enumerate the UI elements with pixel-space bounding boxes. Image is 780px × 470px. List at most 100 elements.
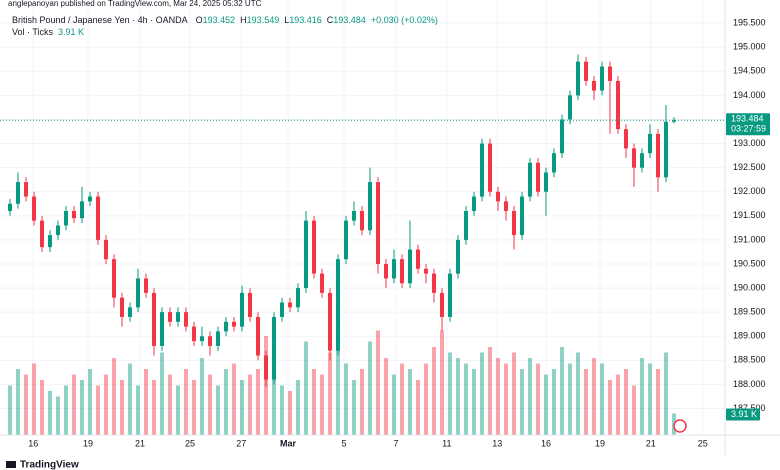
volume-bar <box>592 358 596 435</box>
candle-body <box>472 196 476 211</box>
volume-bar <box>200 358 204 435</box>
volume-bar <box>304 341 308 435</box>
volume-bar <box>272 347 276 435</box>
countdown: 03:27:59 <box>731 124 766 134</box>
volume-bar <box>240 380 244 435</box>
volume-bar <box>152 380 156 435</box>
volume-bar <box>536 363 540 435</box>
volume-bar <box>176 385 180 435</box>
candle-body <box>544 172 548 192</box>
candle-body <box>584 61 588 81</box>
candle-body <box>336 259 340 351</box>
candle-body <box>672 120 676 122</box>
candle-body <box>128 307 132 317</box>
volume-bar <box>440 330 444 435</box>
candle-layer <box>8 54 676 387</box>
candle-body <box>80 201 84 219</box>
candle-body <box>360 210 364 231</box>
y-tick-label: 194.000 <box>733 90 766 100</box>
y-tick-label: 195.500 <box>733 17 766 27</box>
volume-bar <box>560 347 564 435</box>
volume-bar <box>112 358 116 435</box>
volume-bar <box>512 352 516 435</box>
candle-body <box>592 80 596 91</box>
volume-bar <box>56 396 60 435</box>
candle-body <box>144 278 148 293</box>
volume-bar <box>360 369 364 435</box>
volume-bar <box>80 380 84 435</box>
x-tick-label: 13 <box>492 438 502 448</box>
candle-body <box>328 292 332 351</box>
candle-body <box>488 143 492 192</box>
candle-body <box>48 235 52 248</box>
candle-body <box>528 162 532 197</box>
x-tick-label: 16 <box>28 438 38 448</box>
volume-bar <box>256 369 260 435</box>
candle-body <box>168 312 172 322</box>
volume-bar <box>368 341 372 435</box>
volume-bar <box>224 369 228 435</box>
candle-body <box>304 220 308 289</box>
volume-bar <box>352 380 356 435</box>
volume-layer <box>8 330 676 435</box>
candle-body <box>104 239 108 260</box>
volume-bar <box>640 358 644 435</box>
volume-bar <box>416 380 420 435</box>
volume-bar <box>336 347 340 435</box>
candle-body <box>56 225 60 236</box>
volume-bar <box>40 380 44 435</box>
volume-bar <box>616 374 620 435</box>
volume-bar <box>296 380 300 435</box>
footer-logo: TradingView <box>6 460 79 470</box>
candle-body <box>152 292 156 346</box>
ohlc-value: 193.452 <box>203 15 236 25</box>
candle-body <box>136 278 140 308</box>
candle-body <box>352 210 356 221</box>
volume-bar <box>288 391 292 435</box>
candle-body <box>416 249 420 269</box>
volume-bar <box>216 385 220 435</box>
candle-body <box>576 61 580 96</box>
y-tick-label: 190.500 <box>733 258 766 268</box>
x-tick-label: 21 <box>135 438 145 448</box>
volume-bar <box>656 369 660 435</box>
candle-body <box>408 249 412 284</box>
y-tick-label: 190.000 <box>733 282 766 292</box>
candle-body <box>264 355 268 380</box>
volume-bar <box>392 374 396 435</box>
x-tick-label: 25 <box>698 438 708 448</box>
symbol-line: British Pound / Japanese Yen · 4h · OAND… <box>12 15 438 25</box>
y-tick-label: 194.500 <box>733 66 766 76</box>
published-line: anglepanoyan published on TradingView.co… <box>8 0 262 8</box>
volume-label: 3.91 K <box>731 409 757 419</box>
volume-bar <box>248 374 252 435</box>
candle-body <box>32 196 36 221</box>
volume-bar <box>424 363 428 435</box>
volume-bar <box>448 352 452 435</box>
volume-bar <box>192 380 196 435</box>
volume-bar <box>584 369 588 435</box>
volume-title: Vol · Ticks <box>12 27 54 37</box>
candle-body <box>8 203 12 211</box>
candle-body <box>368 182 372 231</box>
y-tick-label: 188.000 <box>733 379 766 389</box>
candle-body <box>272 316 276 380</box>
volume-bar <box>48 391 52 435</box>
volume-bar <box>136 385 140 435</box>
candle-body <box>600 66 604 91</box>
volume-bar <box>232 363 236 435</box>
y-tick-label: 192.500 <box>733 162 766 172</box>
ohlc-letter: L <box>284 15 289 25</box>
change: +0.030 (+0.02%) <box>371 15 438 25</box>
candle-body <box>616 80 620 130</box>
y-tick-label: 192.000 <box>733 186 766 196</box>
candle-body <box>96 196 100 240</box>
candle-body <box>624 129 628 149</box>
x-tick-label: 25 <box>185 438 195 448</box>
last-price-box <box>726 113 770 136</box>
volume-bar <box>384 358 388 435</box>
volume-bar <box>664 352 668 435</box>
x-tick-label: 7 <box>393 438 398 448</box>
candle-body <box>432 273 436 293</box>
candle-body <box>64 210 68 226</box>
